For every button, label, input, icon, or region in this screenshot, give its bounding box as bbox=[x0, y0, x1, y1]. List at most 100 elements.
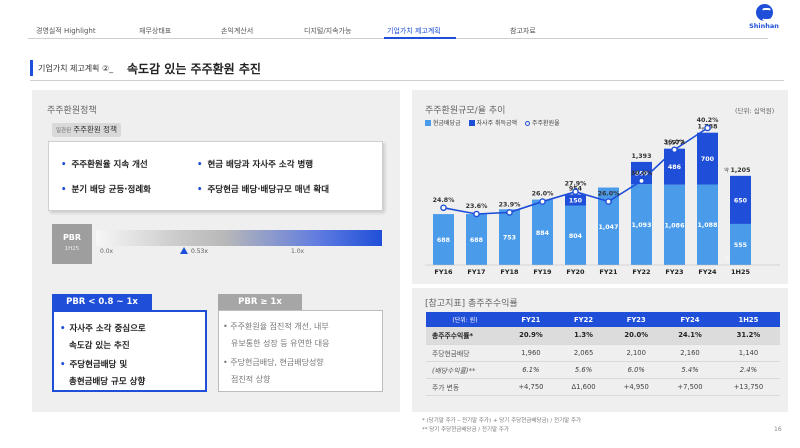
table-cell: 24.1% bbox=[663, 327, 717, 345]
bar-buyback-label: 486 bbox=[668, 164, 682, 171]
bar-buyback bbox=[565, 194, 586, 206]
bar-cash-label: 1,093 bbox=[632, 222, 652, 229]
chart-legend: 현금배당금 자사주 취득금액 주주환원율 bbox=[425, 118, 566, 127]
table-header-cell: FY21 bbox=[504, 312, 558, 327]
table-cell: 1,140 bbox=[716, 344, 780, 362]
bar-cash-label: 688 bbox=[437, 237, 450, 244]
pbr-label: PBR bbox=[62, 233, 82, 242]
policy-chip: 일관된 주주환원 정책 bbox=[52, 123, 121, 137]
gauge-tick-1: 1.0x bbox=[291, 248, 305, 255]
scenario-line: • 자사주 소각 중심으로 bbox=[60, 324, 146, 334]
cash-prefix-label: 약 bbox=[725, 255, 729, 262]
legend-item-cash: 현금배당금 bbox=[425, 120, 461, 127]
rate-label: 24.8% bbox=[433, 197, 456, 204]
nav-item-value-up[interactable]: 기업가치 제고계획 bbox=[387, 27, 441, 35]
x-tick-label: FY17 bbox=[467, 268, 485, 276]
bar-cash-label: 884 bbox=[536, 230, 550, 237]
rate-point bbox=[539, 198, 546, 205]
x-tick-label: FY22 bbox=[632, 268, 650, 276]
logo-text: Shinhan bbox=[749, 22, 779, 30]
rate-label: 27.9% bbox=[565, 181, 588, 188]
nav-item-income-statement[interactable]: 손익계산서 bbox=[221, 27, 254, 35]
footnote-yield: ** 당기 주당현금배당금 / 전기말 주가 bbox=[422, 427, 509, 433]
page-number: 16 bbox=[774, 426, 782, 433]
scenario-line: • 주당현금배당 및 bbox=[60, 360, 128, 370]
tsr-table: (단위: 원) FY21 FY22 FY23 FY24 1H25 총주주수익률*… bbox=[426, 312, 780, 396]
scenario-line: • 주주환원율 점진적 개선, 내부 bbox=[223, 322, 329, 331]
rate-label: 40.2% bbox=[697, 117, 720, 124]
x-tick-label: FY21 bbox=[599, 268, 618, 276]
table-cell: +7,500 bbox=[663, 378, 717, 396]
tsr-panel-title: [참고지표] 총주주수익률 bbox=[425, 299, 518, 309]
bar-cash bbox=[664, 184, 685, 265]
chip-small-label: 일관된 bbox=[56, 128, 72, 134]
scenario-low-pbr-header: PBR < 0.8 ~ 1x bbox=[52, 294, 152, 310]
scenario-line: 속도감 있는 추진 bbox=[69, 341, 130, 351]
scenario-high-pbr-box: • 주주환원율 점진적 개선, 내부 유보통한 성장 등 유연한 대응 • 주당… bbox=[218, 310, 383, 392]
table-header-row: (단위: 원) FY21 FY22 FY23 FY24 1H25 bbox=[426, 312, 780, 327]
table-header-cell: FY22 bbox=[557, 312, 610, 327]
gauge-tick-0: 0.0x bbox=[100, 248, 114, 255]
bar-cash-label: 753 bbox=[503, 235, 516, 242]
scenario-low-pbr-box: • 자사주 소각 중심으로 속도감 있는 추진 • 주당현금배당 및 총현금배당 규… bbox=[52, 310, 207, 392]
rate-point bbox=[638, 177, 645, 185]
scenario-line: • 주당현금배당, 현금배당성향 bbox=[223, 358, 324, 367]
table-cell: 2,065 bbox=[557, 344, 610, 362]
pbr-label-box: PBR 1H25 bbox=[52, 224, 92, 264]
chart-panel-title: 주주환원규모/율 추이 bbox=[425, 106, 506, 116]
title-divider bbox=[30, 80, 784, 81]
table-header-cell: (단위: 원) bbox=[426, 312, 504, 327]
bar-total-label: 1,572 bbox=[665, 140, 685, 147]
bar-cash bbox=[532, 199, 553, 265]
table-cell: 총주주수익률* bbox=[426, 327, 504, 345]
policy-item: • 주주환원율 지속 개선 bbox=[61, 160, 148, 170]
shinhan-logo-icon bbox=[755, 4, 773, 21]
bar-cash bbox=[631, 184, 652, 265]
nav-item-balance-sheet[interactable]: 재무상태표 bbox=[139, 27, 172, 35]
table-header-cell: FY23 bbox=[609, 312, 664, 327]
table-row: 총주주수익률* 20.9% 1.3% 20.0% 24.1% 31.2% bbox=[426, 327, 780, 345]
rate-point bbox=[440, 204, 447, 212]
bar-buyback bbox=[697, 132, 718, 185]
rate-point bbox=[671, 146, 678, 154]
policy-panel-title: 주주환원정책 bbox=[47, 106, 97, 116]
nav-item-digital-sustainability[interactable]: 디지털/지속가능 bbox=[304, 27, 352, 35]
gauge-marker-icon bbox=[180, 247, 188, 254]
bar-cash bbox=[598, 187, 619, 265]
bar-cash bbox=[466, 214, 487, 265]
table-cell: 31.2% bbox=[716, 327, 780, 345]
rate-label: 23.6% bbox=[466, 203, 489, 210]
table-cell: 5.6% bbox=[557, 361, 610, 379]
policy-item: • 주당현금 배당·배당규모 매년 확대 bbox=[197, 185, 330, 195]
bar-cash bbox=[433, 214, 454, 265]
nav-item-appendix[interactable]: 참고자료 bbox=[510, 27, 536, 35]
policy-item: • 분기 배당 균등·정례화 bbox=[61, 185, 151, 195]
policy-list-box: • 주주환원율 지속 개선 • 현금 배당과 자사주 소각 병행 • 분기 배당 균등… bbox=[48, 141, 383, 211]
bar-cash bbox=[565, 205, 586, 265]
page-subtitle: 기업가치 제고계획 ②_ bbox=[38, 64, 114, 73]
nav-item-highlight[interactable]: 경영실적 Highlight bbox=[36, 27, 96, 35]
table-cell: 주당현금배당 bbox=[426, 344, 504, 362]
bar-buyback-label: 700 bbox=[701, 156, 715, 163]
table-cell: +4,750 bbox=[504, 378, 558, 396]
table-cell: 6.1% bbox=[504, 361, 558, 379]
x-tick-label: FY19 bbox=[533, 268, 552, 276]
bar-cash-label: 1,086 bbox=[665, 222, 686, 229]
bar-cash-label: 804 bbox=[569, 233, 583, 240]
x-tick-label: FY16 bbox=[434, 268, 453, 276]
rate-point bbox=[704, 124, 711, 132]
table-cell: 5.4% bbox=[663, 361, 717, 379]
scenario-line: 유보통한 성장 등 유연한 대응 bbox=[231, 339, 330, 348]
table-cell: Δ1,600 bbox=[557, 378, 610, 396]
x-tick-label: FY18 bbox=[500, 268, 519, 276]
title-accent-bar bbox=[30, 60, 33, 76]
table-row: 주가 변동 +4,750 Δ1,600 +4,950 +7,500 +13,75… bbox=[426, 378, 780, 396]
footnote-tsr: * (당기말 주가 – 전기말 주가) + 당기 주당현금배당금) / 전기말 … bbox=[422, 418, 582, 424]
table-cell: 1,960 bbox=[504, 344, 558, 362]
bar-cash bbox=[730, 223, 751, 265]
table-cell: 주가 변동 bbox=[426, 378, 504, 396]
scenario-line: 총현금배당 규모 상향 bbox=[69, 377, 146, 387]
rate-label: 26.0% bbox=[532, 191, 555, 198]
bar-buyback-label: 150 bbox=[569, 197, 583, 204]
